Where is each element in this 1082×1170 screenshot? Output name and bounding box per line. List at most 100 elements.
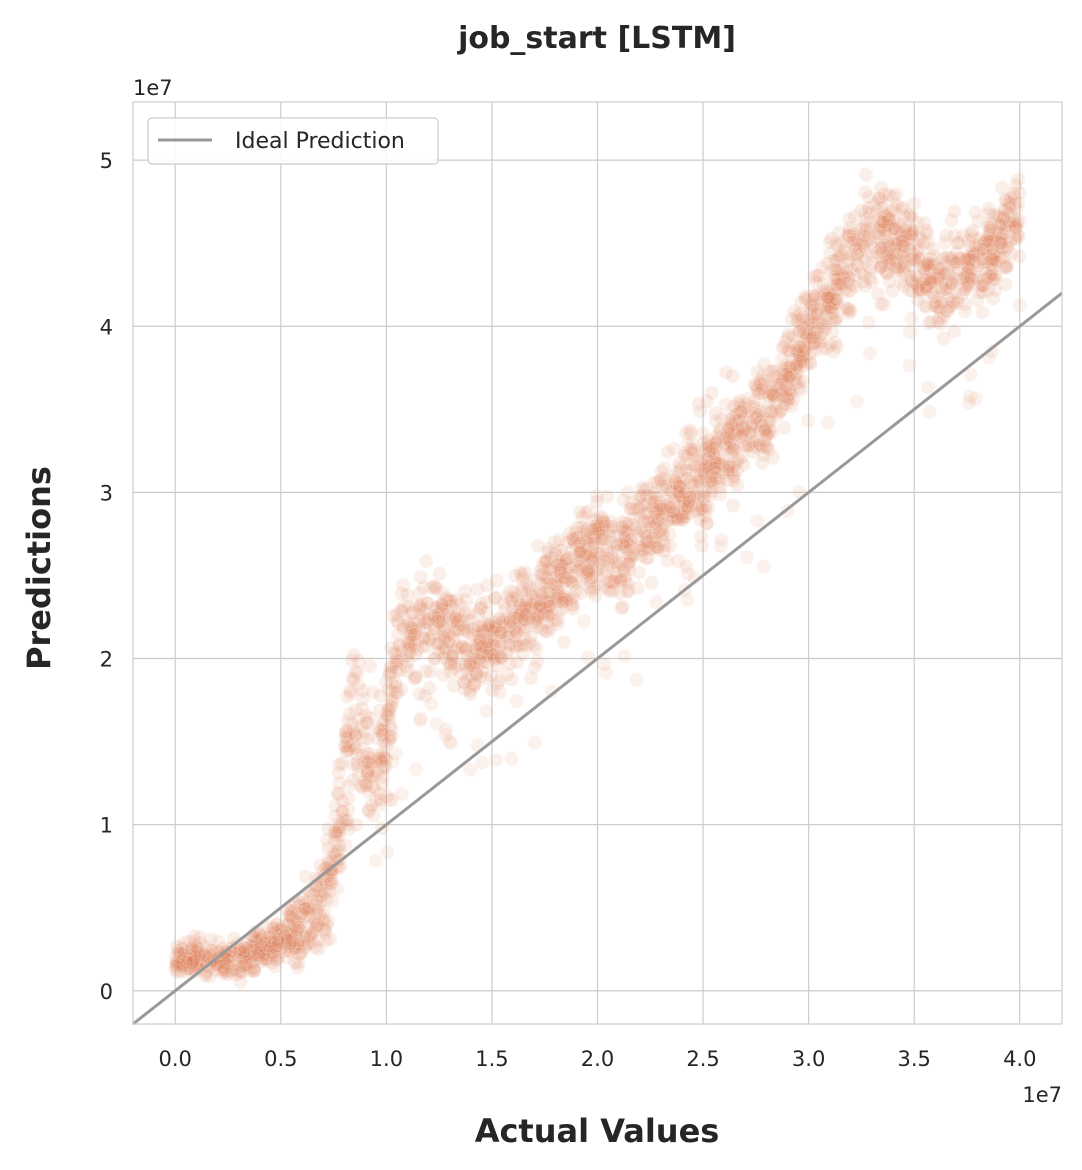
data-point (384, 675, 399, 691)
data-point (565, 542, 580, 558)
data-point (863, 214, 879, 230)
data-point (883, 252, 898, 268)
data-point (976, 261, 992, 277)
data-point (720, 460, 736, 475)
x-tick-label: 2.5 (686, 1047, 719, 1071)
data-point (365, 779, 380, 794)
data-point (301, 901, 317, 917)
data-point (993, 217, 1008, 232)
data-point (319, 892, 335, 907)
data-point (632, 539, 648, 554)
data-point (282, 909, 298, 925)
data-point (429, 636, 445, 652)
data-point (693, 502, 709, 517)
data-point (328, 808, 343, 824)
data-point (670, 510, 685, 526)
data-point (701, 500, 716, 516)
data-point (360, 731, 375, 747)
data-point (457, 583, 473, 599)
data-point (933, 316, 948, 332)
data-point (765, 450, 781, 466)
data-point (185, 948, 200, 963)
data-point (839, 284, 854, 300)
data-point (715, 438, 730, 454)
data-point (975, 277, 991, 293)
data-point (701, 461, 716, 476)
data-point (936, 266, 951, 282)
data-point (724, 464, 740, 480)
data-point (741, 437, 756, 453)
data-point (962, 395, 977, 410)
data-point (539, 595, 555, 611)
data-point (221, 951, 236, 967)
data-point (281, 917, 297, 933)
data-point (555, 601, 570, 616)
data-point (998, 193, 1014, 208)
data-point (716, 451, 731, 467)
data-point (507, 622, 523, 638)
data-point (892, 219, 908, 234)
data-point (539, 605, 555, 620)
data-point (422, 680, 437, 696)
data-point (224, 950, 239, 965)
data-point (666, 504, 681, 519)
data-point (750, 364, 765, 380)
data-point (996, 209, 1012, 225)
data-point (452, 596, 468, 612)
data-point (809, 268, 825, 283)
data-point (507, 639, 523, 655)
data-point (797, 325, 812, 341)
data-point (292, 933, 307, 949)
data-point (407, 671, 422, 686)
data-point (597, 657, 611, 672)
data-point (634, 480, 650, 495)
data-point (547, 612, 562, 628)
data-point (847, 232, 862, 248)
data-point (648, 501, 664, 516)
data-point (708, 454, 723, 470)
data-point (396, 618, 411, 634)
data-point (841, 274, 856, 290)
data-point (997, 204, 1013, 219)
data-point (559, 572, 574, 587)
data-point (554, 548, 570, 564)
data-point (376, 758, 391, 774)
data-point (404, 605, 420, 621)
data-point (572, 544, 587, 560)
data-point (581, 503, 596, 519)
data-point (918, 282, 934, 297)
data-point (992, 235, 1008, 251)
data-point (565, 576, 580, 592)
data-point (923, 275, 939, 291)
data-point (362, 658, 378, 674)
data-point (457, 682, 473, 698)
data-point (517, 607, 533, 623)
data-point (818, 300, 834, 316)
data-point (923, 271, 939, 286)
data-point (844, 277, 859, 292)
data-point (400, 587, 415, 603)
data-point (662, 503, 677, 519)
data-point (500, 667, 515, 682)
data-point (659, 491, 674, 507)
data-point (377, 750, 393, 766)
data-point (438, 641, 454, 657)
data-point (789, 351, 804, 367)
data-point (987, 233, 1002, 249)
data-point (614, 601, 630, 616)
data-point (886, 221, 902, 236)
data-point (843, 303, 859, 319)
data-point (517, 622, 533, 638)
data-point (186, 942, 201, 958)
data-point (586, 581, 601, 596)
data-point (783, 383, 799, 399)
data-point (934, 278, 949, 294)
data-point (337, 739, 353, 754)
data-point (728, 407, 743, 423)
data-point (831, 249, 847, 265)
data-point (670, 512, 685, 527)
data-point (980, 283, 996, 299)
data-point (425, 627, 440, 642)
data-point (552, 587, 567, 603)
data-point (982, 226, 998, 242)
